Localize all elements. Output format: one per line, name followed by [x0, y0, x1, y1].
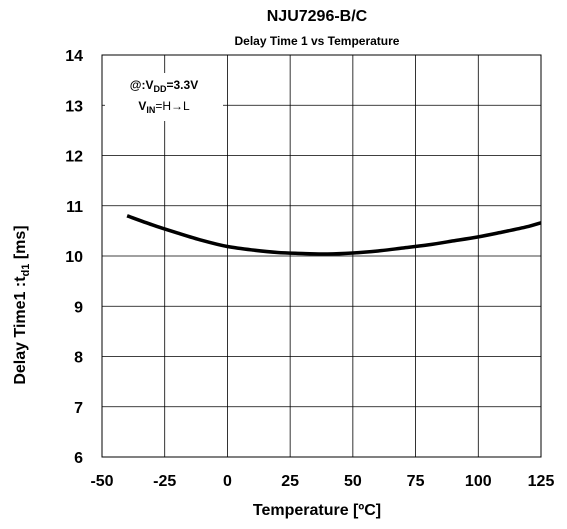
- annotation-line1-prefix: @:V: [130, 78, 154, 92]
- annotation-supply-voltage: @:VDD=3.3V: [130, 78, 198, 94]
- plot-frame: [101, 54, 542, 458]
- annotation-background: [105, 73, 223, 121]
- x-tick-label: 75: [407, 473, 425, 490]
- y-axis-ticks: 6 7 8 9 10 11 12 13 14: [65, 48, 83, 467]
- x-axis-ticks: -50 -25 0 25 50 75 100 125: [90, 473, 554, 490]
- y-tick-label: 13: [65, 98, 83, 115]
- y-axis-label-main: Delay Time1 :t: [12, 276, 29, 385]
- x-tick-label: 100: [465, 473, 492, 490]
- annotation-line2-suffix: =H→L: [155, 99, 190, 113]
- annotation-line2-prefix: V: [138, 99, 146, 113]
- y-tick-label: 14: [65, 48, 83, 65]
- y-axis-label-sub: d1: [20, 264, 32, 277]
- y-tick-label: 11: [66, 199, 83, 216]
- annotation-line1-sub: DD: [154, 84, 167, 94]
- annotation-line2-sub: IN: [146, 105, 155, 115]
- chart-title: NJU7296-B/C: [267, 8, 368, 25]
- x-tick-label: 0: [223, 473, 232, 490]
- x-axis-label: Temperature [ºC]: [253, 502, 381, 519]
- x-tick-label: 125: [528, 473, 555, 490]
- y-tick-label: 10: [65, 249, 83, 266]
- x-tick-label: -50: [90, 473, 113, 490]
- y-tick-label: 8: [74, 350, 83, 367]
- x-tick-label: -25: [153, 473, 176, 490]
- series-line-0: [126, 214, 542, 256]
- annotation-line1-suffix: =3.3V: [167, 78, 199, 92]
- y-axis-label: Delay Time1 :td1 [ms]: [12, 225, 32, 384]
- series-layer: [126, 214, 542, 256]
- chart-subtitle: Delay Time 1 vs Temperature: [235, 34, 400, 48]
- y-tick-label: 7: [74, 400, 83, 417]
- x-tick-label: 50: [344, 473, 362, 490]
- y-tick-label: 9: [74, 299, 83, 316]
- x-tick-label: 25: [281, 473, 299, 490]
- y-tick-label: 6: [74, 450, 83, 467]
- annotation-input-transition: VIN=H→L: [138, 99, 190, 115]
- y-tick-label: 12: [65, 149, 83, 166]
- y-axis-label-unit: [ms]: [12, 225, 29, 263]
